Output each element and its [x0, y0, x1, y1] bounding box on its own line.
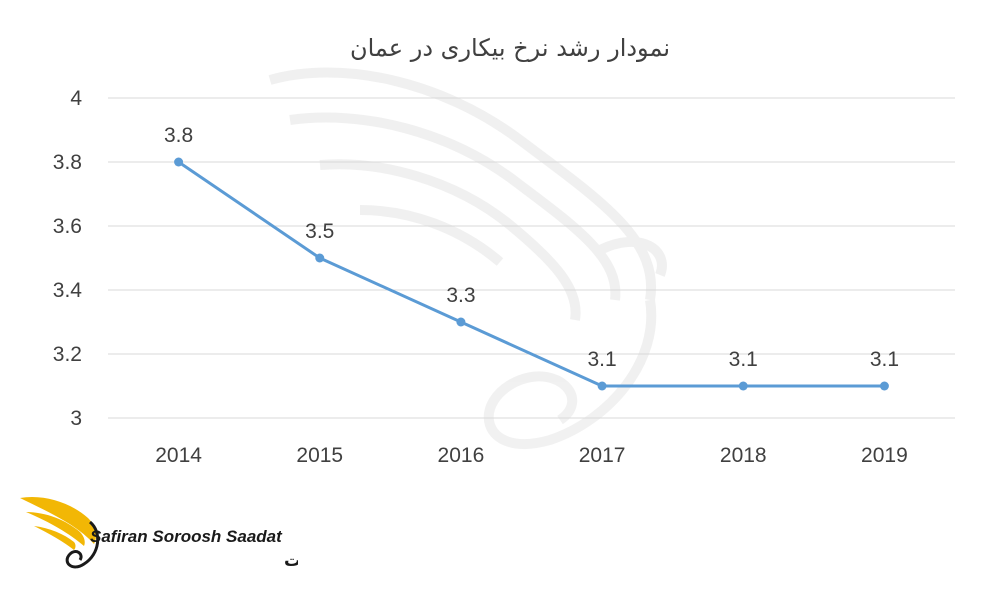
y-tick-label: 3.2: [53, 343, 82, 366]
x-tick-label: 2019: [861, 444, 908, 467]
wing-watermark-icon: [268, 67, 667, 450]
data-point: [174, 157, 184, 167]
data-label: 3.8: [164, 124, 193, 147]
x-tick-label: 2014: [155, 444, 202, 467]
data-point: [456, 317, 466, 327]
x-tick-label: 2017: [579, 444, 626, 467]
logo-name-fa: سفیران سروش سعادت: [284, 551, 298, 571]
data-label: 3.3: [446, 284, 475, 307]
data-point: [315, 253, 325, 263]
x-tick-label: 2018: [720, 444, 767, 467]
data-label: 3.1: [729, 348, 758, 371]
y-tick-label: 4: [70, 87, 82, 110]
wing-logo-icon: [20, 496, 100, 569]
series-line: [177, 160, 886, 388]
data-label: 3.1: [587, 348, 616, 371]
chart-title: نمودار رشد نرخ بیکاری در عمان: [350, 34, 670, 62]
y-tick-label: 3: [70, 407, 82, 430]
x-tick-label: 2016: [438, 444, 485, 467]
y-tick-label: 3.6: [53, 215, 82, 238]
brand-logo: Safiran Soroosh Saadat سفیران سروش سعادت: [18, 492, 482, 584]
data-point: [879, 381, 889, 391]
y-tick-label: 3.4: [53, 279, 83, 302]
y-tick-label: 3.8: [53, 151, 82, 174]
data-label: 3.5: [305, 220, 334, 243]
logo-name-en: Safiran Soroosh Saadat: [90, 527, 283, 546]
data-label: 3.1: [870, 348, 899, 371]
data-point: [597, 381, 607, 391]
x-tick-label: 2015: [296, 444, 343, 467]
data-point: [738, 381, 748, 391]
